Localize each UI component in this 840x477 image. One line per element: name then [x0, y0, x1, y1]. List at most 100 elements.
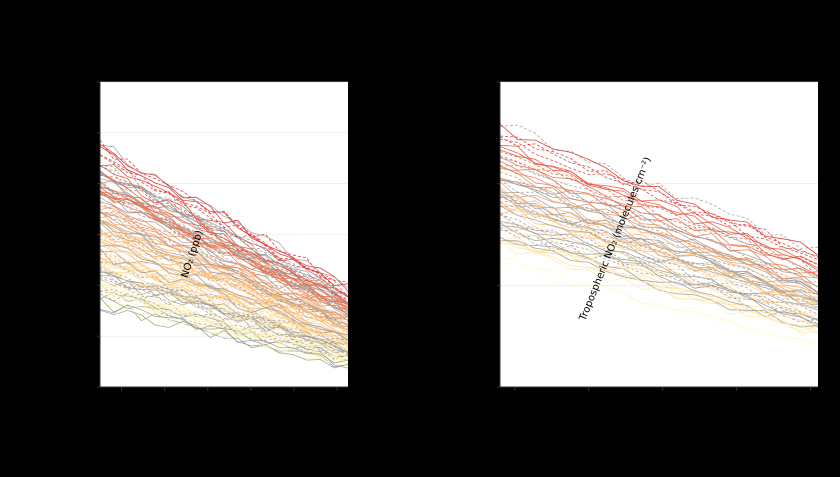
- panel-a-y-tick-label: 0: [88, 383, 94, 393]
- panel-b-series-line: [499, 240, 819, 335]
- panel-a-x-ticks: 2013 2015 2017 2019 2021 2023: [110, 387, 349, 416]
- panel-a-series-line: [99, 222, 349, 328]
- panel-a: A TROPOMI ZCTA averages 0 5 10 15 20 25 30 201…: [28, 38, 349, 435]
- panel-b-series-line: [499, 177, 819, 293]
- panel-a-x-tick-label: 2023: [326, 406, 349, 416]
- panel-a-series-line: [99, 297, 349, 364]
- panel-b-y-tick-label: 1.0 × 10¹⁶: [448, 180, 495, 190]
- panel-a-series-line: [99, 181, 349, 307]
- panel-a-series-lines: [99, 139, 349, 369]
- panel-b-label: B: [425, 38, 435, 53]
- panel-b-series-line: [499, 240, 819, 328]
- panel-a-series-line: [99, 194, 349, 309]
- panel-a-series-line: [99, 185, 349, 305]
- panel-b-series-line: [499, 195, 819, 301]
- panel-a-series-line: [99, 287, 349, 361]
- panel-b-series-line: [499, 164, 819, 277]
- panel-a-series-line: [99, 212, 349, 320]
- panel-a-series-line: [99, 221, 349, 323]
- panel-a-x-tick-label: 2019: [240, 406, 263, 416]
- panel-a-series-line: [99, 186, 349, 306]
- panel-b-series-line: [499, 168, 819, 279]
- panel-b-y-tick-label: 1.5 × 10¹⁶: [448, 78, 495, 88]
- panel-a-x-label: Year: [236, 424, 259, 435]
- panel-b-series-line: [499, 144, 819, 269]
- panel-b-x-tick-label: 2023: [799, 406, 822, 416]
- panel-a-x-tick-label: 2015: [153, 406, 176, 416]
- panel-a-series-line: [99, 292, 349, 366]
- panel-b-series-line: [499, 195, 819, 295]
- panel-a-series-line: [99, 284, 349, 355]
- panel-b-x-tick-label: 2021: [651, 406, 674, 416]
- panel-a-series-line: [99, 304, 349, 368]
- panel-a-series-line: [99, 294, 349, 359]
- panel-a-series-line: [99, 309, 349, 369]
- panel-a-x-tick-label: 2013: [110, 406, 133, 416]
- panel-b-x-ticks: 2019 2020 2021 2022 2023: [503, 387, 822, 416]
- panel-b-series-line: [499, 157, 819, 280]
- panel-a-series-line: [99, 302, 349, 369]
- panel-b-series-line: [499, 155, 819, 266]
- panel-a-y-tick-label: 20: [83, 180, 95, 190]
- panel-b-series-line: [499, 214, 819, 315]
- panel-a-series-line: [99, 229, 349, 331]
- panel-a-y-tick-label: 15: [83, 231, 94, 241]
- panel-a-series-line: [99, 302, 349, 369]
- panel-a-title: TROPOMI ZCTA averages: [129, 62, 255, 73]
- panel-b-series-line: [499, 151, 819, 277]
- panel-b-series-line: [499, 205, 819, 305]
- panel-b-series-line: [499, 156, 819, 274]
- panel-b-series-line: [499, 241, 819, 334]
- panel-a-series-line: [99, 227, 349, 334]
- panel-a-y-tick-label: 5: [88, 332, 94, 342]
- panel-a-y-tick-label: 25: [83, 129, 94, 139]
- panel-b: B EPA monitors 0 5.0 × 10¹⁵ 1.0 × 10¹⁶ 1.5 …: [425, 38, 822, 425]
- panel-a-series-line: [99, 164, 349, 297]
- panel-a-series-line: [99, 172, 349, 305]
- panel-a-series-line: [99, 191, 349, 313]
- panel-a-series-line: [99, 173, 349, 297]
- panel-b-series-line: [499, 166, 819, 288]
- panel-a-series-line: [99, 254, 349, 346]
- panel-b-y-tick-label: 0: [488, 383, 494, 393]
- panel-a-series-line: [99, 261, 349, 350]
- panel-b-series-line: [499, 264, 819, 348]
- panel-a-series-line: [100, 272, 349, 344]
- panel-a-series-line: [99, 251, 349, 345]
- panel-a-series-line: [99, 201, 349, 316]
- panel-a-series-line: [99, 210, 349, 322]
- panel-a-series-line: [99, 211, 349, 318]
- panel-a-series-line: [99, 143, 349, 292]
- panel-b-series-line: [499, 202, 819, 309]
- panel-b-series-line: [499, 123, 819, 256]
- panel-a-series-line: [99, 252, 349, 337]
- panel-a-series-line: [99, 154, 349, 298]
- panel-a-series-line: [99, 266, 349, 347]
- panel-a-series-line: [99, 234, 349, 336]
- panel-a-series-line: [99, 277, 349, 354]
- panel-a-series-line: [99, 270, 349, 354]
- panel-b-series-line: [499, 195, 819, 303]
- panel-a-y-ticks: 0 5 10 15 20 25 30: [83, 78, 100, 393]
- panel-a-series-line: [99, 219, 349, 325]
- panel-a-series-line: [99, 164, 349, 296]
- panel-b-series-line: [499, 225, 819, 325]
- panel-b-x-tick-label: 2019: [503, 406, 526, 416]
- panel-a-series-line: [99, 144, 349, 289]
- panel-b-x-label: Year: [648, 414, 671, 425]
- panel-a-series-line: [99, 173, 349, 301]
- panel-a-series-line: [99, 190, 349, 315]
- panel-a-series-line: [99, 267, 349, 352]
- panel-b-series-line: [499, 207, 819, 304]
- panel-b-series-line: [499, 243, 819, 327]
- panel-b-series-line: [499, 136, 819, 257]
- panel-b-y-ticks: 0 5.0 × 10¹⁵ 1.0 × 10¹⁶ 1.5 × 10¹⁶: [448, 78, 500, 393]
- panel-b-series-line: [499, 181, 819, 295]
- panel-a-label: A: [28, 38, 38, 53]
- panel-a-series-line: [99, 244, 349, 336]
- panel-a-series-line: [99, 288, 349, 361]
- panel-b-series-line: [499, 177, 819, 288]
- panel-a-series-line: [99, 240, 349, 339]
- panel-a-y-tick-label: 30: [83, 78, 95, 88]
